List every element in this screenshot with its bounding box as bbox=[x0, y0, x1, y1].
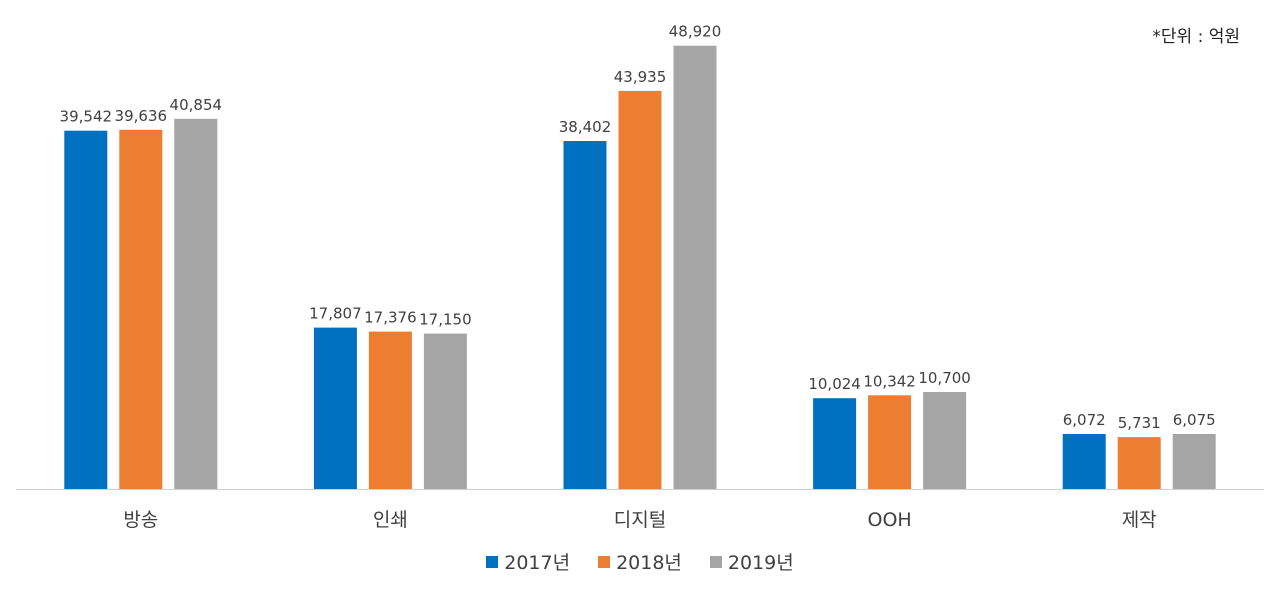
category-label-OOH: OOH bbox=[867, 509, 911, 531]
legend-swatch-2017 bbox=[486, 555, 499, 568]
bar-방송-2018년 bbox=[119, 129, 163, 490]
data-label-제작-2018년: 5,731 bbox=[1118, 414, 1161, 432]
category-labels-group: 방송 인쇄 디지털 OOH 제작 bbox=[123, 509, 1156, 531]
category-label-제작: 제작 bbox=[1122, 509, 1157, 531]
legend-label-2017: 2017년 bbox=[504, 552, 571, 574]
data-label-방송-2019년: 40,854 bbox=[170, 96, 223, 114]
legend-swatch-2018 bbox=[598, 555, 611, 568]
legend-item-2018: 2018년 bbox=[598, 548, 682, 575]
data-label-OOH-2017년: 10,024 bbox=[808, 375, 861, 393]
bar-인쇄-2019년 bbox=[423, 333, 467, 489]
legend-label-2018: 2018년 bbox=[616, 552, 682, 574]
bars-group bbox=[64, 45, 1216, 490]
bar-OOH-2019년 bbox=[923, 392, 967, 489]
bar-제작-2019년 bbox=[1172, 434, 1216, 489]
legend: 2017년 2018년 2019년 bbox=[0, 548, 1280, 575]
data-label-인쇄-2018년: 17,376 bbox=[364, 309, 417, 327]
bar-인쇄-2018년 bbox=[368, 331, 412, 489]
bar-디지털-2017년 bbox=[563, 141, 607, 489]
data-label-디지털-2017년: 38,402 bbox=[559, 118, 612, 136]
bar-방송-2019년 bbox=[174, 118, 218, 490]
data-label-제작-2017년: 6,072 bbox=[1063, 411, 1106, 429]
data-label-인쇄-2019년: 17,150 bbox=[419, 311, 472, 329]
bar-OOH-2018년 bbox=[868, 395, 912, 489]
category-label-방송: 방송 bbox=[123, 509, 158, 531]
unit-note: *단위 : 억원 bbox=[1152, 27, 1240, 47]
category-label-인쇄: 인쇄 bbox=[373, 509, 408, 531]
legend-label-2019: 2019년 bbox=[727, 552, 794, 574]
data-label-제작-2019년: 6,075 bbox=[1173, 411, 1216, 429]
bar-디지털-2018년 bbox=[618, 90, 662, 490]
bar-디지털-2019년 bbox=[673, 45, 717, 489]
category-label-디지털: 디지털 bbox=[614, 509, 666, 531]
bar-방송-2017년 bbox=[64, 130, 108, 489]
data-label-OOH-2019년: 10,700 bbox=[918, 369, 971, 387]
bar-제작-2018년 bbox=[1117, 437, 1161, 489]
data-label-방송-2017년: 39,542 bbox=[60, 108, 113, 126]
data-label-디지털-2018년: 43,935 bbox=[614, 68, 667, 86]
data-label-방송-2018년: 39,636 bbox=[115, 107, 168, 125]
data-label-디지털-2019년: 48,920 bbox=[669, 23, 722, 41]
legend-item-2019: 2019년 bbox=[709, 548, 794, 575]
legend-item-2017: 2017년 bbox=[486, 548, 570, 575]
legend-swatch-2019 bbox=[709, 555, 722, 568]
bar-제작-2017년 bbox=[1062, 434, 1106, 489]
bar-인쇄-2017년 bbox=[313, 327, 357, 489]
data-label-OOH-2018년: 10,342 bbox=[863, 372, 916, 390]
bar-OOH-2017년 bbox=[813, 398, 857, 489]
data-label-인쇄-2017년: 17,807 bbox=[309, 305, 362, 323]
